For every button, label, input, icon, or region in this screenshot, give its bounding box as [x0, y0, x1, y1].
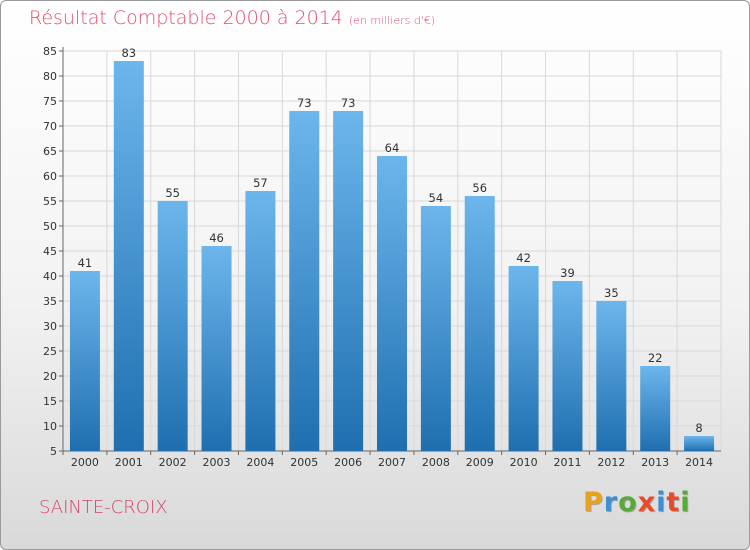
y-tick-label: 35: [43, 295, 57, 308]
y-tick-label: 80: [43, 70, 57, 83]
logo-letter: o: [618, 487, 638, 518]
x-tick-label: 2007: [378, 456, 406, 469]
bar-2002: [157, 201, 188, 451]
bar-2006: [333, 111, 364, 451]
y-tick-label: 30: [43, 320, 57, 333]
x-tick-label: 2000: [71, 456, 99, 469]
axes: 5 10 15 20 25 30 35 40 45 50 55 60 65 70 75 80 85 2000 200…: [43, 45, 721, 469]
value-label: 73: [341, 96, 356, 110]
logo-letter: P: [583, 487, 604, 518]
y-tick-label: 45: [43, 245, 57, 258]
x-tick-label: 2012: [597, 456, 625, 469]
value-label: 73: [297, 96, 312, 110]
bar-2010: [508, 266, 539, 451]
bar-2014: [684, 436, 715, 451]
bars: [69, 61, 715, 451]
bar-2008: [420, 206, 451, 451]
value-label: 42: [516, 251, 531, 265]
bar-2004: [245, 191, 276, 451]
x-tick-label: 2008: [422, 456, 450, 469]
y-tick-label: 10: [43, 420, 57, 433]
value-label: 35: [604, 286, 619, 300]
x-tick-label: 2002: [159, 456, 187, 469]
logo-letter: i: [680, 487, 691, 518]
y-tick-label: 65: [43, 145, 57, 158]
y-tick-label: 25: [43, 345, 57, 358]
logo-letter: t: [666, 487, 681, 518]
x-tick-label: 2013: [641, 456, 669, 469]
x-tick-label: 2010: [510, 456, 538, 469]
y-tick-label: 15: [43, 395, 57, 408]
y-tick-label: 20: [43, 370, 57, 383]
x-tick-label: 2004: [246, 456, 274, 469]
bar-2013: [640, 366, 671, 451]
proxiti-logo[interactable]: Proxiti: [583, 487, 691, 518]
x-tick-label: 2011: [553, 456, 581, 469]
value-label: 83: [121, 46, 136, 60]
bar-2000: [69, 271, 100, 451]
chart-title: Résultat Comptable 2000 à 2014 (en millie…: [29, 7, 435, 29]
bar-2005: [289, 111, 320, 451]
bar-2011: [552, 281, 583, 451]
x-tick-label: 2003: [203, 456, 231, 469]
bar-2012: [596, 301, 627, 451]
x-tick-label: 2006: [334, 456, 362, 469]
chart-title-text: Résultat Comptable 2000 à 2014: [29, 7, 343, 29]
x-tick-label: 2009: [466, 456, 494, 469]
bar-2009: [464, 196, 495, 451]
value-label: 56: [472, 181, 487, 195]
y-tick-label: 85: [43, 45, 57, 58]
x-tick-label: 2014: [685, 456, 713, 469]
value-label: 22: [648, 351, 663, 365]
x-tick-label: 2005: [290, 456, 318, 469]
logo-letter: i: [656, 487, 667, 518]
value-label: 39: [560, 266, 575, 280]
logo-letter: x: [637, 487, 657, 518]
x-tick-label: 2001: [115, 456, 143, 469]
y-tick-label: 40: [43, 270, 57, 283]
value-label: 46: [209, 231, 224, 245]
value-label: 54: [429, 191, 444, 205]
y-tick-label: 5: [50, 445, 57, 458]
y-tick-label: 60: [43, 170, 57, 183]
y-tick-label: 70: [43, 120, 57, 133]
value-label: 64: [385, 141, 400, 155]
value-label: 55: [165, 186, 180, 200]
commune-name: SAINTE-CROIX: [39, 497, 168, 518]
value-label: 57: [253, 176, 268, 190]
chart-subtitle: (en milliers d'€): [348, 14, 436, 27]
y-tick-label: 50: [43, 220, 57, 233]
value-label: 8: [695, 421, 702, 435]
bar-2003: [201, 246, 232, 451]
bar-2007: [377, 156, 407, 451]
value-label: 41: [78, 256, 93, 270]
logo-letter: r: [603, 487, 619, 518]
bar-2001: [113, 61, 144, 451]
labels: 41 83 55 46 57 73 73 64 54 56 42 39 35 22 8: [78, 46, 703, 435]
y-tick-label: 75: [43, 95, 57, 108]
y-tick-label: 55: [43, 195, 57, 208]
